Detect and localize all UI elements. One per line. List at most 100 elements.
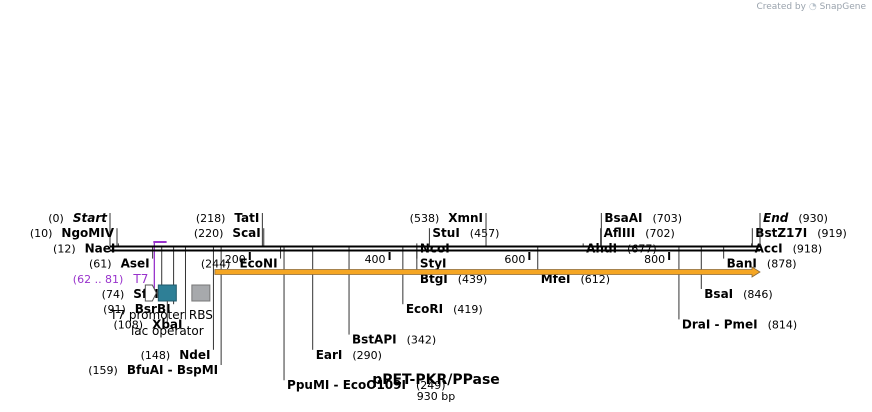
site-end: End (930) bbox=[759, 211, 828, 246]
site-naei: NaeI (12) bbox=[53, 241, 119, 255]
site-position: (290) bbox=[352, 349, 382, 362]
site-scai: ScaI (220) bbox=[194, 226, 265, 246]
site-name: End bbox=[763, 211, 789, 225]
site-position: (74) bbox=[102, 288, 125, 301]
site-econi: EcoNI (244) bbox=[201, 246, 282, 271]
site-btgi: BtgI (439) bbox=[416, 246, 488, 286]
features: T7 promoter lac operator RBS bbox=[109, 266, 761, 338]
site-bani: BanI (878) bbox=[723, 246, 797, 271]
site-position: (612) bbox=[581, 273, 611, 286]
site-bstapi: BstAPI (342) bbox=[348, 246, 436, 347]
site-bsaai: BsaAI (703) bbox=[600, 211, 682, 246]
site-name: DraI - PmeI bbox=[682, 317, 758, 331]
site-asei: AseI (61) bbox=[89, 246, 154, 271]
site-position: (702) bbox=[645, 227, 675, 240]
site-name: AflIII bbox=[604, 226, 636, 240]
site-bsai: BsaI (846) bbox=[700, 246, 773, 301]
site-name: BstZ17I bbox=[755, 226, 807, 240]
site-position: (439) bbox=[458, 273, 488, 286]
site-ndei: NdeI (148) bbox=[141, 246, 214, 362]
site-name: BsrBI bbox=[135, 302, 171, 316]
promoter-arrow-icon bbox=[144, 284, 157, 302]
site-position: (91) bbox=[103, 303, 126, 316]
scale-tick-label: 200 bbox=[225, 253, 246, 266]
site-position: (846) bbox=[743, 288, 773, 301]
site-name: PpuMI - EcoO109I bbox=[287, 378, 406, 392]
site-name: ScaI bbox=[232, 226, 260, 240]
created-by-text: Created by bbox=[756, 2, 806, 12]
site-position: (108) bbox=[113, 318, 143, 331]
site-acci: AccI (918) bbox=[751, 241, 823, 255]
orf-arrow bbox=[214, 266, 761, 278]
site-name: StyI bbox=[420, 257, 447, 271]
site-name: EarI bbox=[316, 348, 343, 362]
site-position: (919) bbox=[817, 227, 847, 240]
site-start: Start (0) bbox=[48, 211, 111, 246]
site-afliii: AflIII (702) bbox=[600, 226, 675, 246]
site-name: NaeI bbox=[85, 241, 116, 255]
scale-tick-label: 800 bbox=[644, 253, 665, 266]
site-position: (220) bbox=[194, 227, 224, 240]
site-position: (0) bbox=[48, 212, 64, 225]
scale-tick-label: 600 bbox=[504, 253, 525, 266]
site-position: (159) bbox=[88, 364, 118, 377]
site-xmni: XmnI (538) bbox=[410, 211, 487, 246]
scale-tick-label: 400 bbox=[365, 253, 386, 266]
site-eari: EarI (290) bbox=[312, 246, 382, 362]
sequence-backbone: 200 400 600 800 bbox=[110, 245, 760, 266]
site-name: BsaI bbox=[704, 287, 733, 301]
site-name: TatI bbox=[234, 211, 259, 225]
site-name: XmnI bbox=[448, 211, 483, 225]
site-name: BtgI bbox=[420, 272, 448, 286]
site-name: NcoI bbox=[420, 241, 450, 255]
site-name: XbaI bbox=[152, 317, 182, 331]
restriction-sites: Start(0)NgoMIV(10)NaeI(12)AseI(61)SfcI(7… bbox=[30, 211, 847, 392]
site-tati: TatI (218) bbox=[196, 211, 263, 246]
feature-label: RBS bbox=[189, 308, 213, 322]
site-position: (918) bbox=[793, 242, 823, 255]
site-stui: StuI (457) bbox=[428, 226, 500, 246]
site-name: Start bbox=[73, 211, 108, 225]
site-position: (419) bbox=[453, 303, 483, 316]
snapgene-logo-icon: ◔ bbox=[808, 2, 817, 12]
map-title: pPET-PKR/PPase bbox=[372, 372, 500, 388]
site-position: (457) bbox=[470, 227, 500, 240]
site-position: (61) bbox=[89, 258, 112, 271]
site-drai-pmei: DraI - PmeI (814) bbox=[678, 246, 798, 331]
site-name: NgoMIV bbox=[61, 226, 114, 240]
rbs-box-icon bbox=[191, 284, 211, 302]
primer-t7: T7 (62 .. 81) bbox=[73, 241, 167, 289]
feature-lac-operator: lac operator bbox=[131, 284, 204, 338]
snapgene-watermark: Created by ◔ SnapGene bbox=[756, 2, 866, 12]
site-bstz17i: BstZ17I (919) bbox=[751, 226, 847, 246]
primer-position: (62 .. 81) bbox=[73, 273, 124, 286]
site-position: (10) bbox=[30, 227, 53, 240]
feature-label: lac operator bbox=[131, 324, 204, 338]
site-name: EcoRI bbox=[406, 302, 443, 316]
operator-box-icon bbox=[157, 284, 177, 302]
site-name: AccI bbox=[755, 241, 783, 255]
map-length: 930 bp bbox=[416, 390, 456, 403]
site-xbai: XbaI (108) bbox=[113, 246, 186, 331]
site-mfei: MfeI (612) bbox=[537, 246, 611, 286]
site-styi: StyI bbox=[416, 246, 447, 271]
site-bfuai-bspmi: BfuAI - BspMI (159) bbox=[88, 246, 222, 377]
site-position: (814) bbox=[768, 318, 798, 331]
site-name: AhdI bbox=[586, 241, 617, 255]
site-name: AseI bbox=[121, 257, 150, 271]
primer-name: T7 bbox=[132, 272, 148, 286]
site-position: (148) bbox=[141, 349, 171, 362]
site-ppumi-ecoo109i: PpuMI - EcoO109I (249) bbox=[283, 246, 446, 392]
site-name: NdeI bbox=[179, 348, 210, 362]
site-position: (244) bbox=[201, 258, 231, 271]
site-position: (12) bbox=[53, 242, 76, 255]
site-name: BanI bbox=[727, 257, 757, 271]
snapgene-brand-text: SnapGene bbox=[819, 2, 866, 12]
site-name: BsaAI bbox=[604, 211, 642, 225]
site-position: (878) bbox=[767, 258, 797, 271]
feature-label: T7 promoter bbox=[109, 308, 185, 322]
site-name: BfuAI - BspMI bbox=[127, 363, 218, 377]
site-ncoi: NcoI bbox=[416, 241, 450, 255]
site-position: (703) bbox=[652, 212, 682, 225]
